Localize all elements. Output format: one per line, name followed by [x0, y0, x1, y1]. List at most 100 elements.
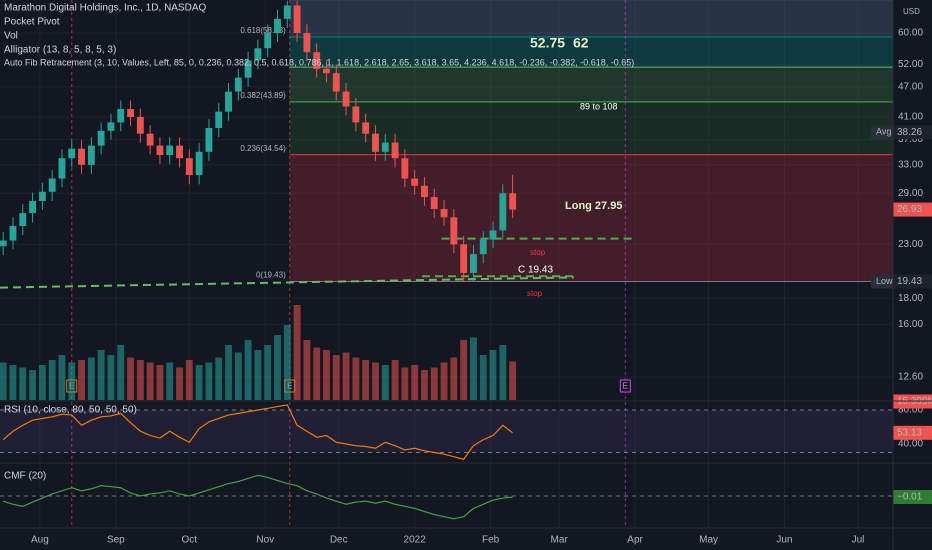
candle-body — [499, 193, 507, 231]
earnings-label: E — [623, 382, 628, 391]
y-tick-label: 33.00 — [898, 159, 923, 170]
indicator-label: Vol — [4, 31, 18, 42]
x-tick-label: Oct — [182, 535, 198, 546]
candle-body — [127, 109, 134, 117]
candle-body — [117, 109, 125, 123]
y-tick-label: 37.00 — [898, 134, 923, 145]
x-tick-label: Jun — [776, 535, 792, 546]
fib-zone — [289, 0, 893, 37]
candle-body — [78, 148, 85, 165]
candle-body — [293, 5, 301, 34]
candle-body — [460, 244, 468, 273]
annotation: 89 to 108 — [580, 101, 618, 111]
x-tick-label: Aug — [31, 535, 49, 546]
volume-bar — [19, 367, 27, 400]
candle-body — [254, 48, 262, 61]
volume-bar — [0, 362, 7, 400]
candle-body — [264, 33, 272, 49]
volume-bar — [293, 305, 301, 400]
volume-bar — [87, 357, 95, 400]
price-label-name: Avg — [876, 127, 891, 137]
price-label-box — [893, 202, 932, 217]
volume-bar — [274, 335, 281, 400]
chart-title: Marathon Digital Holdings, Inc., 1D, NAS… — [4, 3, 207, 14]
volume-bar — [185, 360, 193, 400]
fib-label: 0(19.43) — [256, 271, 286, 280]
volume-bar — [146, 362, 154, 400]
y-tick-label: 41.00 — [898, 112, 923, 123]
volume-bar — [303, 340, 311, 400]
fib-label: 0.236(34.54) — [240, 144, 286, 153]
candle-body — [19, 213, 27, 226]
volume-bar — [107, 355, 115, 400]
x-tick-label: May — [699, 535, 718, 546]
candle-body — [107, 122, 115, 131]
candle-body — [176, 145, 183, 159]
candle-body — [430, 197, 438, 210]
volume-bar — [323, 350, 330, 400]
x-tick-label: Feb — [482, 535, 500, 546]
candle-body — [9, 225, 17, 241]
candle-body — [342, 91, 350, 107]
volume-bar — [136, 360, 144, 400]
annotation: Long 27.95 — [565, 200, 622, 212]
x-tick-label: Dec — [330, 535, 348, 546]
price-label-name-box — [871, 274, 893, 289]
volume-bar — [381, 365, 389, 400]
fib-zone — [289, 154, 893, 282]
indicator-label: Auto Fib Retracement (3, 10, Values, Lef… — [4, 57, 634, 67]
volume-bar — [313, 347, 321, 400]
candle-body — [372, 133, 379, 152]
volume-bar — [352, 357, 360, 400]
volume-bar — [156, 365, 164, 400]
fib-zone — [289, 67, 893, 102]
candle-body — [352, 106, 360, 123]
volume-bar — [499, 345, 507, 400]
y-tick-label: 18.00 — [898, 293, 923, 304]
candle-body — [215, 111, 223, 128]
candle-body — [156, 145, 164, 155]
candle-body — [48, 178, 56, 192]
candle-body — [421, 185, 428, 198]
fib-zone — [289, 36, 893, 68]
x-tick-label: 2022 — [404, 535, 427, 546]
candle-body — [0, 240, 7, 247]
fib-zone — [289, 101, 893, 155]
volume-bar — [460, 340, 468, 400]
volume-bar — [9, 365, 17, 400]
y-tick-label: 29.00 — [898, 188, 923, 199]
volume-bar — [176, 367, 183, 400]
annotation: C 19.43 — [518, 265, 553, 276]
price-label-name: Low — [876, 276, 893, 286]
annotation: 62 — [573, 35, 589, 51]
candle-body — [489, 230, 497, 240]
y-tick-label: 60.00 — [898, 28, 923, 39]
candle-body — [391, 142, 399, 159]
price-label-name-box — [871, 125, 893, 140]
candle-body — [283, 5, 291, 19]
candle-body — [29, 200, 37, 214]
fib-label: 0.382(43.89) — [240, 91, 286, 100]
candle-body — [470, 254, 477, 273]
earnings-badge — [619, 379, 631, 393]
volume-bar — [127, 357, 134, 400]
volume-bar — [205, 362, 213, 400]
volume-bar — [342, 352, 350, 400]
candle-body — [68, 148, 76, 159]
trend-line — [0, 276, 574, 289]
volume-bar — [450, 357, 458, 400]
volume-bar — [225, 345, 232, 400]
x-tick-label: Sep — [107, 535, 125, 546]
candle-body — [274, 18, 281, 34]
price-label: 26.93 — [897, 204, 922, 215]
volume-bar — [391, 360, 399, 400]
volume-bar — [264, 345, 272, 400]
candle-body — [185, 158, 193, 176]
indicator-label: Pocket Pivot — [4, 17, 60, 28]
x-tick-label: Nov — [256, 535, 274, 546]
volume-bar — [29, 370, 37, 400]
candle-body — [381, 142, 389, 152]
volume-bar — [362, 360, 370, 400]
volume-bar — [440, 362, 448, 400]
